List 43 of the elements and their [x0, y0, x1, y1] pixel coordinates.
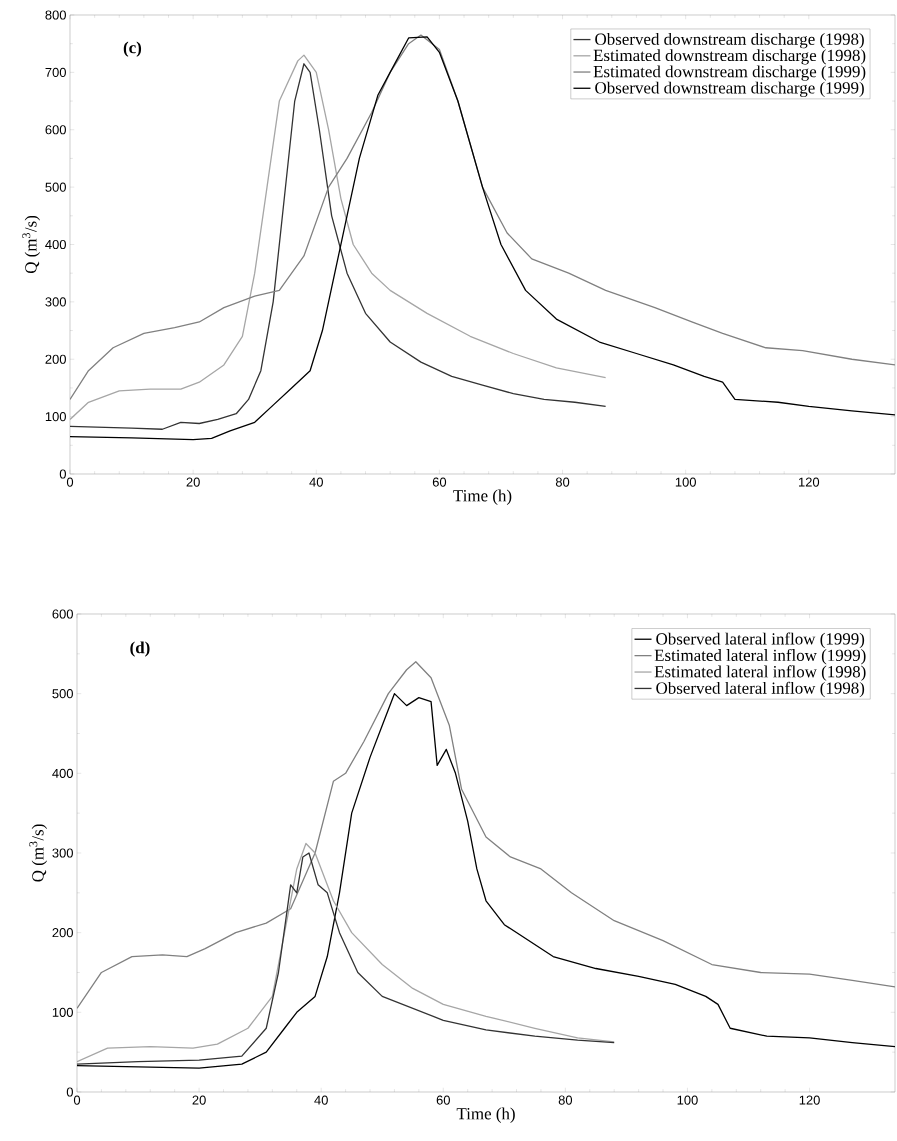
x-tick-label: 0: [73, 1095, 81, 1105]
annotation: (d): [130, 641, 150, 657]
legend-label: Estimated downstream discharge (1999): [593, 65, 866, 81]
x-tick-label: 60: [436, 1095, 450, 1105]
y-tick-label: 400: [52, 768, 73, 778]
x-tick-label: 80: [558, 1095, 573, 1105]
legend-label: Observed lateral inflow (1999): [656, 632, 865, 649]
y-tick-label: 500: [52, 689, 73, 699]
y-axis-title: Q (m$^{3}$/s): [29, 824, 48, 882]
annotation: (c): [123, 41, 142, 57]
y-tick-label: 600: [45, 125, 66, 135]
legend-label: Estimated lateral inflow (1999): [654, 648, 866, 665]
legend-label: Observed lateral inflow (1998): [656, 681, 865, 698]
y-tick-label: 700: [45, 67, 66, 77]
y-tick-label: 200: [52, 928, 73, 938]
y-tick-label: 600: [52, 609, 73, 619]
x-tick-label: 20: [192, 1095, 206, 1105]
y-axis-title: Q (m$^{3}$/s): [22, 215, 41, 274]
legend-label: Estimated downstream discharge (1998): [593, 49, 866, 65]
y-tick-label: 0: [66, 1087, 73, 1097]
y-tick-label: 800: [45, 10, 66, 20]
y-tick-label: 100: [45, 412, 66, 422]
legend-label: Observed downstream discharge (1998): [595, 32, 864, 49]
x-tick-label: 120: [799, 1095, 820, 1105]
x-tick-label: 60: [432, 477, 447, 487]
x-axis-title: Time (h): [453, 489, 512, 505]
x-tick-label: 120: [798, 477, 820, 487]
y-tick-label: 100: [52, 1007, 73, 1017]
y-tick-label: 500: [45, 182, 66, 192]
y-tick-label: 0: [59, 469, 66, 479]
x-tick-label: 100: [677, 1095, 698, 1105]
legend-label: Observed downstream discharge (1999): [595, 81, 864, 98]
x-tick-label: 20: [186, 477, 200, 487]
y-tick-label: 400: [45, 239, 66, 250]
y-tick-label: 300: [52, 848, 73, 858]
x-tick-label: 80: [555, 477, 570, 487]
y-tick-label: 200: [45, 354, 66, 364]
y-tick-label: 300: [45, 297, 66, 307]
x-tick-label: 100: [675, 477, 696, 487]
legend-label: Estimated lateral inflow (1998): [654, 665, 866, 681]
x-tick-label: 40: [314, 1095, 328, 1105]
x-axis-title: Time (h): [456, 1107, 515, 1123]
x-tick-label: 40: [309, 477, 323, 487]
